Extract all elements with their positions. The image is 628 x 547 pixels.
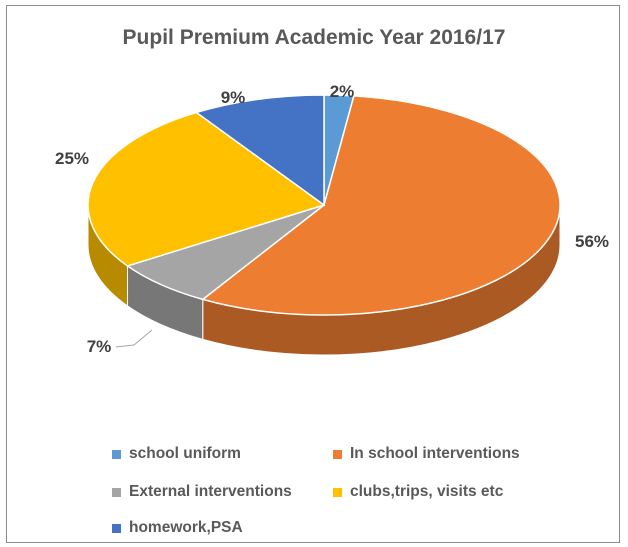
legend-label: school uniform [129,445,241,462]
data-label-4: 9% [221,88,246,107]
legend-label: clubs,trips, visits etc [350,483,504,500]
legend-item-3: clubs,trips, visits etc [333,483,503,501]
pie-slice-4 [194,94,325,207]
legend-swatch [112,449,121,459]
legend-item-4: homework,PSA [112,519,243,537]
data-label-3: 25% [55,149,89,168]
chart-title: Pupil Premium Academic Year 2016/17 [122,26,506,49]
legend-label: In school interventions [350,445,520,462]
data-label-2: 7% [87,337,112,356]
leader-line [115,329,153,348]
legend-swatch [112,487,121,497]
legend-swatch [333,449,342,459]
legend-label: homework,PSA [129,519,243,536]
data-label-1: 56% [575,232,609,251]
legend-label: External interventions [129,483,292,500]
legend-item-2: External interventions [112,483,292,501]
legend-swatch [333,487,342,497]
legend-item-1: In school interventions [333,445,520,463]
legend-item-0: school uniform [112,445,241,463]
pie-slice-1 [201,95,561,316]
legend-swatch [112,523,121,533]
pie-slice-2 [125,204,325,301]
pie-slice-3 [87,111,326,267]
data-label-0: 2% [330,82,355,101]
